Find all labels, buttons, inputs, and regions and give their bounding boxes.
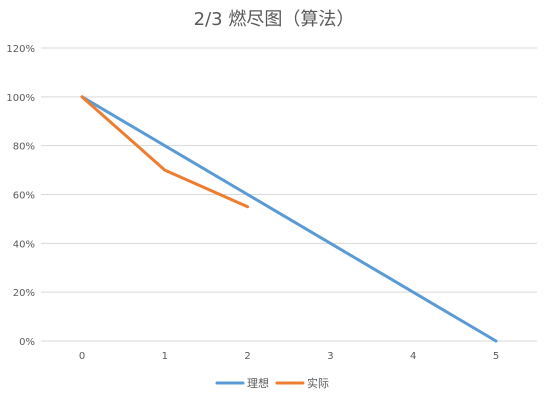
series-lines: [80, 95, 498, 343]
legend-label: 实际: [307, 376, 329, 390]
x-tick-label: 1: [162, 351, 168, 362]
y-tick-label: 120%: [6, 44, 35, 55]
x-tick-label: 0: [79, 351, 85, 362]
legend-label: 理想: [247, 376, 269, 390]
y-tick-label: 60%: [13, 191, 35, 202]
series-line-0: [80, 95, 498, 343]
y-tick-label: 80%: [13, 142, 35, 153]
y-tick-label: 20%: [13, 288, 35, 299]
series-line-1: [80, 95, 250, 209]
legend: 理想 实际: [215, 376, 329, 390]
x-tick-label: 5: [493, 351, 499, 362]
x-tick-label: 4: [410, 351, 416, 362]
x-tick-label: 3: [327, 351, 333, 362]
y-axis-tick-labels: 0% 20% 40% 60% 80% 100% 120%: [6, 44, 35, 348]
y-tick-label: 0%: [19, 337, 35, 348]
y-tick-label: 40%: [13, 239, 35, 250]
chart-title: 2/3 燃尽图（算法）: [194, 9, 355, 30]
x-axis-tick-labels: 0 1 2 3 4 5: [79, 351, 499, 362]
y-tick-label: 100%: [6, 93, 35, 104]
grid-lines: [41, 47, 537, 342]
x-tick-label: 2: [244, 351, 250, 362]
